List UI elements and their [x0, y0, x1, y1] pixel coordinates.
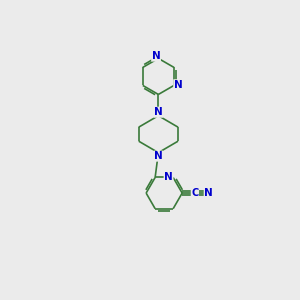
Text: C: C [191, 188, 199, 198]
Text: N: N [154, 151, 163, 161]
Text: N: N [154, 107, 163, 117]
Text: N: N [164, 172, 173, 182]
Text: N: N [204, 188, 213, 198]
Text: N: N [174, 80, 182, 90]
Text: N: N [152, 51, 161, 61]
